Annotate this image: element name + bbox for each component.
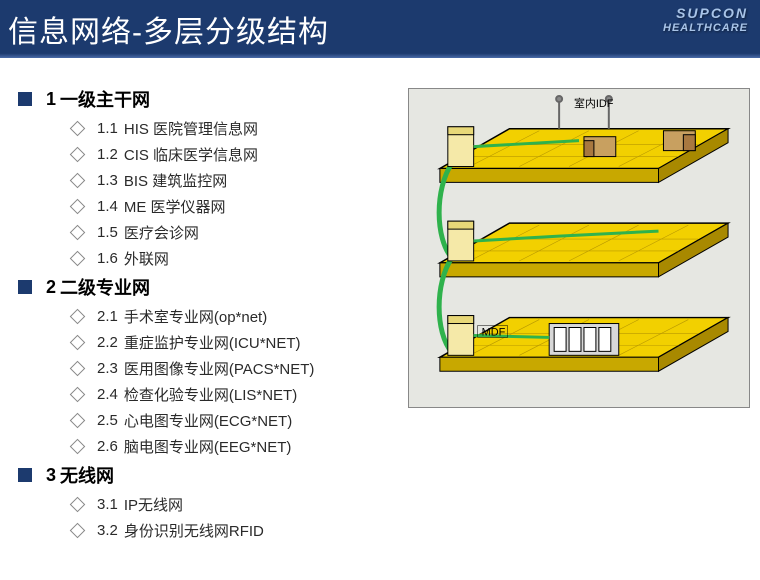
item-text: BIS 建筑监控网 (124, 170, 227, 191)
item-text: 手术室专业网(op*net) (124, 306, 267, 327)
item-number: 2.4 (97, 386, 118, 403)
item-number: 2.2 (97, 334, 118, 351)
item-number: 2.1 (97, 308, 118, 325)
item-text: 外联网 (124, 248, 169, 269)
diamond-bullet-icon (70, 121, 86, 137)
item-text: 身份识别无线网RFID (124, 520, 264, 541)
section-title: 一级主干网 (60, 86, 150, 112)
server-rack (549, 324, 619, 356)
diamond-bullet-icon (70, 309, 86, 325)
item-text: 检查化验专业网(LIS*NET) (124, 384, 297, 405)
diamond-bullet-icon (70, 225, 86, 241)
item-number: 1.5 (97, 224, 118, 241)
idf-box-top (448, 127, 474, 167)
outline-item: 1.3 BIS 建筑监控网 (72, 170, 398, 191)
idf-box-mid (448, 221, 474, 261)
desk-1 (584, 137, 616, 157)
item-number: 3.1 (97, 496, 118, 513)
desk-2 (663, 131, 695, 151)
diamond-bullet-icon (70, 199, 86, 215)
mdf-box-bottom (448, 316, 474, 356)
outline-item: 1.1 HIS 医院管理信息网 (72, 118, 398, 139)
outline-item: 2.5 心电图专业网(ECG*NET) (72, 410, 398, 431)
item-number: 1.1 (97, 120, 118, 137)
diamond-bullet-icon (70, 173, 86, 189)
label-mdf: MDF (482, 326, 506, 338)
outline-section: 3无线网 (18, 462, 398, 488)
item-text: ME 医学仪器网 (124, 196, 226, 217)
slide-title: 信息网络-多层分级结构 (8, 7, 329, 51)
item-number: 1.4 (97, 198, 118, 215)
outline-item: 2.4 检查化验专业网(LIS*NET) (72, 384, 398, 405)
diamond-bullet-icon (70, 147, 86, 163)
square-bullet-icon (18, 280, 32, 294)
outline-item: 3.1 IP无线网 (72, 494, 398, 515)
section-number: 2 (46, 277, 56, 298)
diamond-bullet-icon (70, 335, 86, 351)
item-number: 3.2 (97, 522, 118, 539)
square-bullet-icon (18, 468, 32, 482)
item-text: IP无线网 (124, 494, 183, 515)
diamond-bullet-icon (70, 361, 86, 377)
item-number: 2.6 (97, 438, 118, 455)
item-text: CIS 临床医学信息网 (124, 144, 258, 165)
item-number: 2.3 (97, 360, 118, 377)
outline-item: 1.6 外联网 (72, 248, 398, 269)
outline-section: 1一级主干网 (18, 86, 398, 112)
network-layers-diagram: 室内IDF MDF (408, 88, 750, 408)
logo-line1: SUPCON (663, 6, 748, 21)
section-title: 无线网 (60, 462, 114, 488)
outline-item: 2.1 手术室专业网(op*net) (72, 306, 398, 327)
item-number: 2.5 (97, 412, 118, 429)
outline-item: 1.5 医疗会诊网 (72, 222, 398, 243)
item-number: 1.2 (97, 146, 118, 163)
section-number: 3 (46, 465, 56, 486)
layer-2 (440, 223, 728, 277)
outline-item: 2.6 脑电图专业网(EEG*NET) (72, 436, 398, 457)
item-text: 心电图专业网(ECG*NET) (124, 410, 292, 431)
outline-item: 1.4 ME 医学仪器网 (72, 196, 398, 217)
square-bullet-icon (18, 92, 32, 106)
label-idf: 室内IDF (574, 96, 614, 110)
item-text: 医用图像专业网(PACS*NET) (124, 358, 315, 379)
diamond-bullet-icon (70, 387, 86, 403)
outline-item: 2.2 重症监护专业网(ICU*NET) (72, 332, 398, 353)
company-logo: SUPCON HEALTHCARE (663, 6, 748, 33)
diamond-bullet-icon (70, 251, 86, 267)
diamond-bullet-icon (70, 413, 86, 429)
diamond-bullet-icon (70, 439, 86, 455)
diagram-svg: 室内IDF MDF (409, 89, 749, 407)
outline-item: 3.2 身份识别无线网RFID (72, 520, 398, 541)
item-text: 重症监护专业网(ICU*NET) (124, 332, 301, 353)
item-number: 1.6 (97, 250, 118, 267)
item-number: 1.3 (97, 172, 118, 189)
diamond-bullet-icon (70, 523, 86, 539)
diamond-bullet-icon (70, 497, 86, 513)
item-text: 医疗会诊网 (124, 222, 199, 243)
outline-item: 1.2 CIS 临床医学信息网 (72, 144, 398, 165)
outline-section: 2二级专业网 (18, 274, 398, 300)
outline-item: 2.3 医用图像专业网(PACS*NET) (72, 358, 398, 379)
item-text: 脑电图专业网(EEG*NET) (124, 436, 292, 457)
outline-list: 1一级主干网 1.1 HIS 医院管理信息网 1.2 CIS 临床医学信息网 1.3 BIS… (18, 86, 398, 546)
slide-header: 信息网络-多层分级结构 SUPCON HEALTHCARE (0, 0, 760, 58)
slide-body: 1一级主干网 1.1 HIS 医院管理信息网 1.2 CIS 临床医学信息网 1.3 BIS… (0, 58, 760, 556)
logo-line2: HEALTHCARE (663, 22, 748, 34)
section-number: 1 (46, 89, 56, 110)
item-text: HIS 医院管理信息网 (124, 118, 258, 139)
section-title: 二级专业网 (60, 274, 150, 300)
